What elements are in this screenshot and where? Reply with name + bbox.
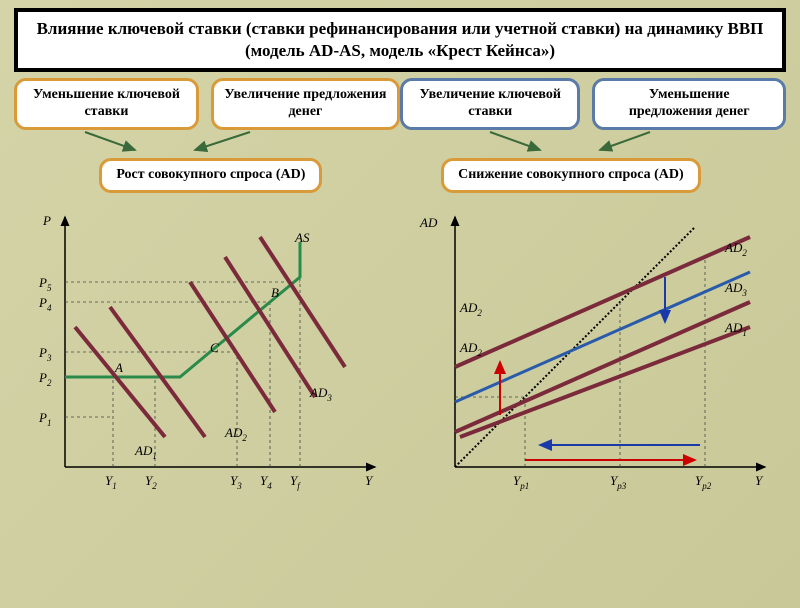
- chart-keynes-cross: AD Y: [405, 197, 785, 497]
- svg-text:P5: P5: [38, 275, 52, 293]
- svg-text:AD1: AD1: [134, 443, 157, 461]
- svg-text:AD2: AD2: [459, 300, 482, 318]
- svg-text:Y2: Y2: [145, 473, 157, 491]
- svg-text:P3: P3: [38, 345, 52, 363]
- right-flow: Увеличение ключевой ставки Уменьшение пр…: [400, 78, 786, 130]
- svg-text:B: B: [271, 285, 279, 300]
- chart-ad-as: P Y P1 P2 P3 P4 P5 Y1 Y2 Y3 Y4 Yf: [15, 197, 395, 497]
- svg-text:C: C: [210, 340, 219, 355]
- box-increase-rate: Увеличение ключевой ставки: [400, 78, 580, 130]
- svg-text:AD2: AD2: [224, 425, 247, 443]
- svg-text:P4: P4: [38, 295, 52, 313]
- svg-text:Yp3: Yp3: [610, 473, 627, 491]
- svg-text:Y1: Y1: [105, 473, 117, 491]
- svg-text:Yf: Yf: [290, 473, 301, 491]
- box-decrease-money: Уменьшение предложения денег: [592, 78, 786, 130]
- result-growth-ad: Рост совокупного спроса (AD): [99, 158, 322, 193]
- flow-row: Уменьшение ключевой ставки Увеличение пр…: [0, 78, 800, 130]
- svg-text:AD3: AD3: [724, 280, 747, 298]
- flow-arrows: [0, 130, 800, 156]
- title-box: Влияние ключевой ставки (ставки рефинанс…: [14, 8, 786, 72]
- left-flow: Уменьшение ключевой ставки Увеличение пр…: [14, 78, 400, 130]
- title-text: Влияние ключевой ставки (ставки рефинанс…: [37, 19, 764, 60]
- result-row: Рост совокупного спроса (AD) Снижение со…: [0, 158, 800, 193]
- y-axis-label: P: [42, 213, 51, 228]
- svg-text:Y3: Y3: [230, 473, 242, 491]
- result-decline-ad: Снижение совокупного спроса (AD): [441, 158, 701, 193]
- svg-text:Yp2: Yp2: [695, 473, 712, 491]
- svg-text:AD2: AD2: [459, 340, 482, 358]
- svg-text:AD: AD: [419, 215, 438, 230]
- svg-text:P2: P2: [38, 370, 52, 388]
- charts-region: P Y P1 P2 P3 P4 P5 Y1 Y2 Y3 Y4 Yf: [0, 197, 800, 497]
- svg-text:AS: AS: [294, 230, 310, 245]
- box-decrease-rate: Уменьшение ключевой ставки: [14, 78, 199, 130]
- svg-text:AD3: AD3: [309, 385, 332, 403]
- x-axis-label: Y: [365, 473, 374, 488]
- box-increase-money: Увеличение предложения денег: [211, 78, 400, 130]
- svg-text:Y: Y: [755, 473, 764, 488]
- svg-text:A: A: [114, 360, 123, 375]
- svg-text:Y4: Y4: [260, 473, 272, 491]
- svg-text:Yp1: Yp1: [513, 473, 529, 491]
- svg-text:AD2: AD2: [724, 240, 747, 258]
- svg-text:P1: P1: [38, 410, 51, 428]
